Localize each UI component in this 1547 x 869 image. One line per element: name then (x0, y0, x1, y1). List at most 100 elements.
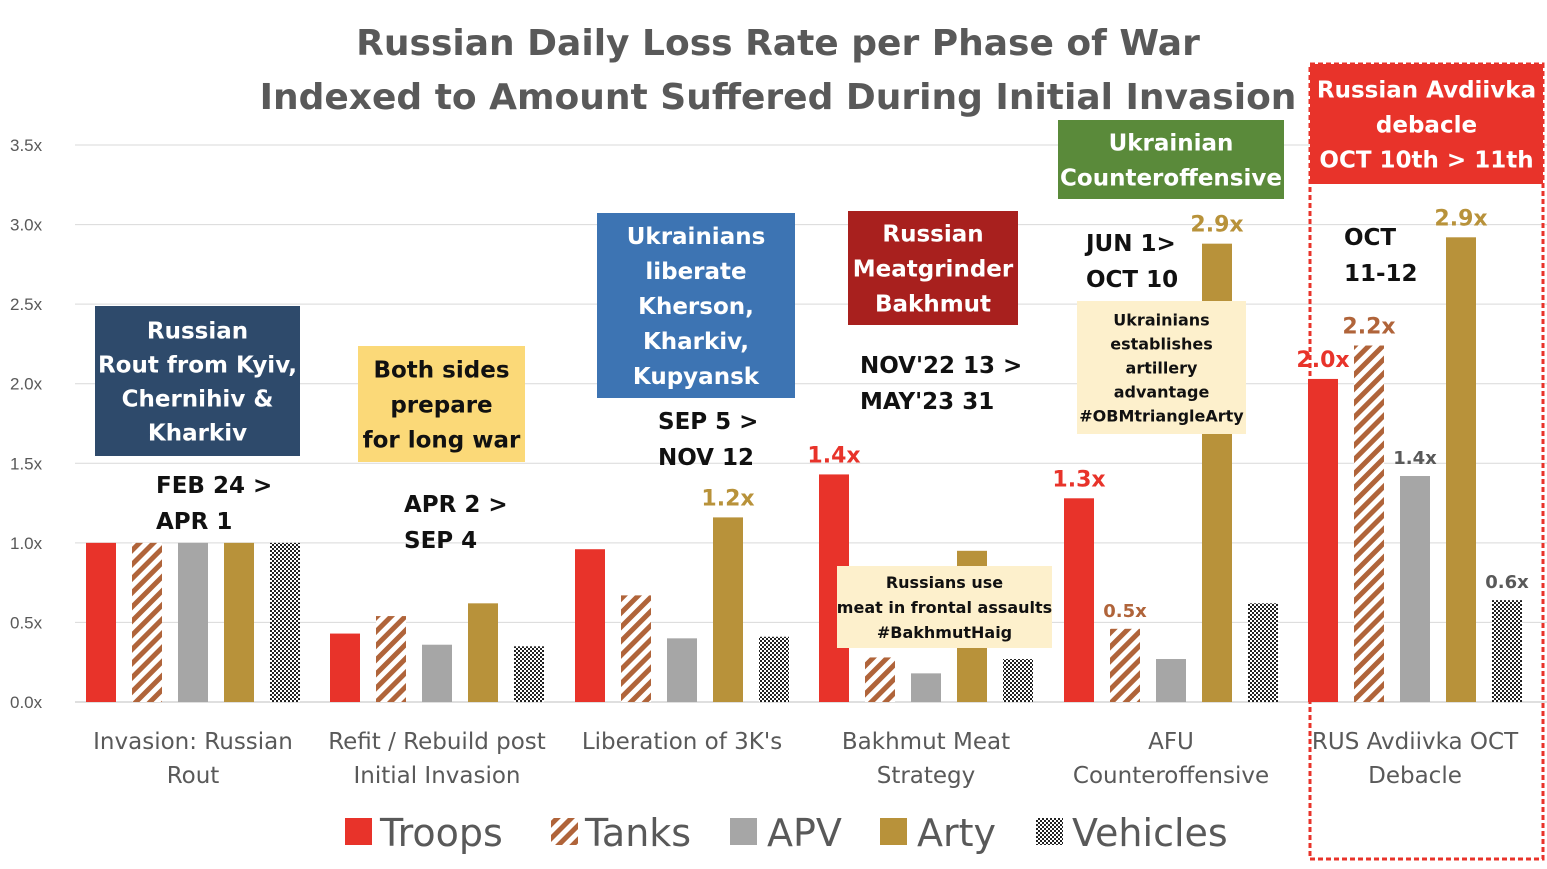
date-range-text: OCT 10 (1086, 267, 1178, 293)
category-label: Refit / Rebuild post (328, 729, 546, 755)
date-range-text: JUN 1> (1084, 231, 1176, 257)
data-label: 1.3x (1052, 467, 1105, 492)
category-label: Bakhmut Meat (842, 729, 1010, 755)
bar-vehicles (1248, 603, 1278, 702)
category-label: Liberation of 3K's (582, 729, 782, 755)
date-range-text: APR 1 (156, 509, 232, 535)
legend-swatch-apv (730, 818, 757, 845)
bars (86, 237, 1522, 702)
note-text: meat in frontal assaults (837, 598, 1052, 617)
phase-box-text: prepare (390, 392, 492, 418)
phase-box (1058, 120, 1284, 199)
data-labels: 1.2x 1.4x 1.3x 0.5x 2.9x 2.0x 2.2x 1.4x 2.9x 0.6x (701, 206, 1529, 621)
bar-apv (667, 638, 697, 702)
legend-label-tanks: Tanks (584, 811, 691, 855)
bar-vehicles (514, 646, 544, 702)
y-tick-label: 0.0x (10, 693, 43, 712)
category-label: Initial Invasion (353, 763, 520, 789)
bar-tanks (621, 595, 651, 702)
bar-apv (178, 542, 208, 702)
bar-troops (86, 542, 116, 702)
phase-box-text: Kharkiv, (643, 329, 749, 355)
date-range-text: NOV 12 (658, 445, 754, 471)
bar-troops (1064, 498, 1094, 702)
y-axis-ticks: 0.0x 0.5x 1.0x 1.5x 2.0x 2.5x 3.0x 3.5x (10, 136, 43, 712)
phase-box-text: Kharkiv (148, 420, 247, 446)
bar-vehicles (759, 636, 789, 702)
phase-box-text: Russian Avdiivka (1317, 77, 1536, 103)
legend-label-arty: Arty (917, 811, 996, 855)
phase-box (1310, 64, 1543, 184)
y-tick-label: 1.0x (10, 534, 43, 553)
bar-vehicles (1492, 600, 1522, 702)
data-label: 1.2x (701, 486, 754, 511)
data-label: 2.2x (1342, 315, 1395, 340)
date-range-text: NOV'22 13 > (860, 353, 1022, 379)
gridlines (75, 144, 1547, 703)
phase-box (848, 211, 1018, 325)
bar-troops (1308, 378, 1338, 702)
y-tick-label: 0.5x (10, 613, 43, 632)
category-label: Rout (167, 763, 220, 789)
data-label: 1.4x (807, 443, 860, 468)
annotations: Russian Rout from Kyiv, Chernihiv & Kharkiv… (95, 62, 1545, 861)
bar-arty (713, 517, 743, 702)
legend-swatch-arty (880, 818, 907, 845)
category-labels: Invasion: Russian Rout Refit / Rebuild pos… (93, 729, 1519, 789)
bar-apv (1156, 659, 1186, 702)
phase-box-text: Rout from Kyiv, (98, 352, 297, 378)
note-text: #OBMtriangleArty (1079, 406, 1244, 425)
phase-box-text: Ukrainian (1109, 130, 1234, 156)
bar-apv (911, 673, 941, 702)
bar-vehicles (1003, 659, 1033, 702)
date-range-text: APR 2 > (404, 492, 508, 518)
bar-tanks (376, 616, 406, 702)
note-text: Ukrainians (1113, 310, 1209, 329)
bar-apv (422, 644, 452, 702)
legend: Troops Tanks APV Arty Vehicles (345, 811, 1228, 855)
chart-subtitle: Indexed to Amount Suffered During Initia… (260, 77, 1297, 118)
date-range-text: MAY'23 31 (860, 389, 994, 415)
phase-box-text: Both sides (373, 357, 509, 383)
y-tick-label: 2.0x (10, 375, 43, 394)
bar-arty (468, 603, 498, 702)
category-label: Debacle (1368, 763, 1462, 789)
date-range-text: SEP 5 > (658, 409, 758, 435)
note-text: establishes (1110, 334, 1213, 353)
legend-label-troops: Troops (379, 811, 503, 855)
y-tick-label: 1.5x (10, 454, 43, 473)
data-label: 2.9x (1434, 206, 1487, 231)
phase-box (95, 306, 300, 456)
category-label: RUS Avdiivka OCT (1312, 729, 1519, 755)
data-label: 0.6x (1485, 572, 1529, 593)
bar-apv (1400, 476, 1430, 702)
phase-box-text: debacle (1376, 112, 1477, 138)
phase-box (597, 213, 795, 398)
phase-box-text: Chernihiv & (122, 386, 274, 412)
phase-box-text: Russian (882, 221, 983, 247)
data-label: 1.4x (1393, 448, 1437, 469)
note-text: advantage (1114, 382, 1210, 401)
phase-box-text: for long war (363, 427, 521, 453)
y-tick-label: 3.5x (10, 136, 43, 155)
category-label: Strategy (877, 763, 976, 789)
data-label: 2.0x (1296, 348, 1349, 373)
bar-tanks (1110, 628, 1140, 702)
date-range-text: 11-12 (1344, 261, 1418, 287)
y-tick-label: 3.0x (10, 216, 43, 235)
legend-label-vehicles: Vehicles (1072, 811, 1228, 855)
bar-tanks (1354, 345, 1384, 702)
bar-arty (1446, 237, 1476, 702)
bar-vehicles (270, 542, 300, 702)
bar-troops (575, 549, 605, 702)
phase-box-text: OCT 10th > 11th (1319, 147, 1533, 173)
data-label: 0.5x (1103, 601, 1147, 622)
note-text: artillery (1126, 358, 1199, 377)
data-label: 2.9x (1190, 213, 1243, 238)
date-range-text: SEP 4 (404, 528, 477, 554)
legend-swatch-troops (345, 818, 372, 845)
phase-box-text: Kupyansk (633, 364, 760, 390)
category-label: Invasion: Russian (93, 729, 293, 755)
bar-tanks (132, 542, 162, 702)
